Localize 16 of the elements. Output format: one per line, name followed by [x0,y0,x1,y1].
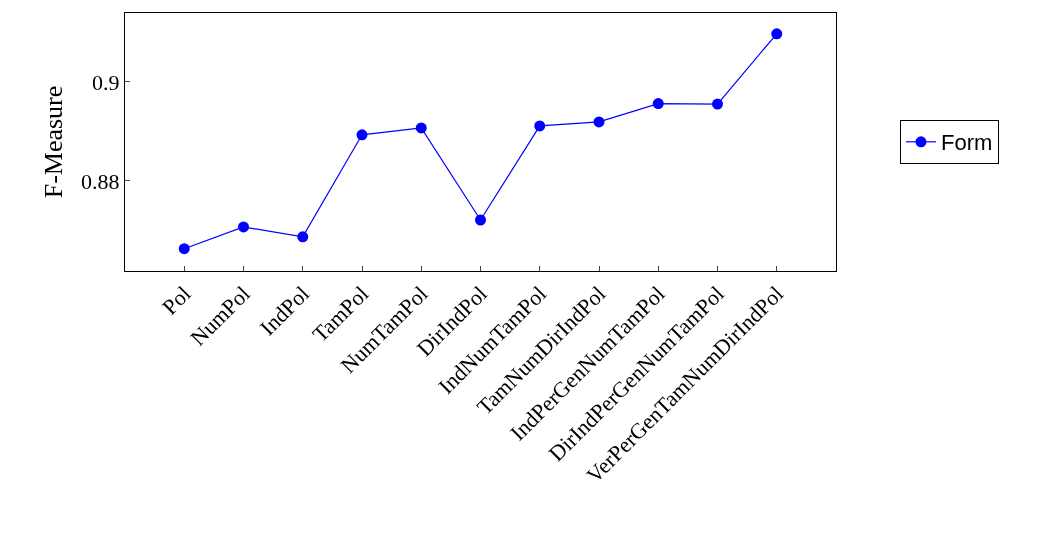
point [712,98,723,110]
x-tick-label: Pol [157,281,196,320]
legend-label: Form [940,130,993,156]
y-axis-title: F-Measure [39,85,69,199]
y-tick-label: 0.88 [81,168,120,194]
point [652,98,664,110]
point [534,120,546,132]
point [475,214,486,226]
y-tick-label: 0.9 [92,69,120,95]
point [356,129,368,141]
point [238,221,249,233]
point [593,116,605,128]
point [771,28,783,40]
point [415,122,427,134]
point [297,231,309,243]
point [178,243,190,255]
